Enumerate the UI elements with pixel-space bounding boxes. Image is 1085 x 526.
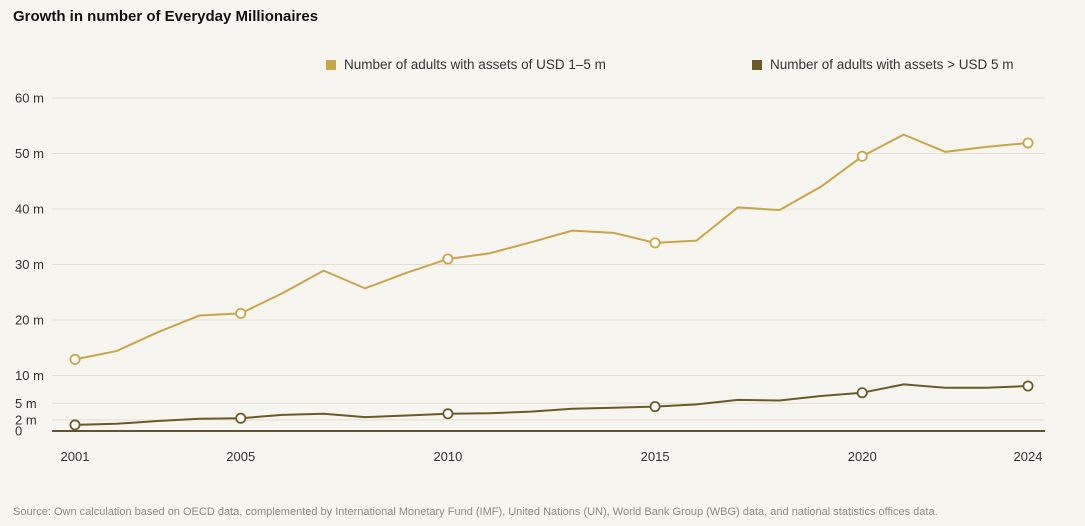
y-tick-label: 5 m [15,396,37,411]
series-2-point [442,408,454,420]
x-tick-label: 2015 [641,449,670,464]
series-1-point [649,237,661,249]
y-tick-label: 10 m [15,368,44,383]
x-tick-label: 2020 [848,449,877,464]
x-tick-label: 2005 [226,449,255,464]
y-tick-label: 40 m [15,202,44,217]
legend-item-series-1: Number of adults with assets of USD 1–5 … [326,57,606,72]
source-note: Source: Own calculation based on OECD da… [13,506,938,518]
series-1-point [856,150,868,162]
legend-label-series-1: Number of adults with assets of USD 1–5 … [344,57,606,72]
y-tick-label: 30 m [15,257,44,272]
legend-swatch-series-1 [326,59,336,70]
y-tick-label: 20 m [15,313,44,328]
series-2-point [649,401,661,413]
series-line-2 [74,383,1029,426]
x-tick-label: 2010 [433,449,462,464]
x-tick-label: 2001 [61,449,90,464]
series-1-point [1022,137,1034,149]
y-tick-label: 2 m [15,412,37,427]
y-tick-label: 60 m [15,91,44,106]
series-2-point [1022,380,1034,392]
x-tick-label: 2024 [1014,449,1043,464]
legend-item-series-2: Number of adults with assets > USD 5 m [752,57,1013,72]
y-tick-label: 50 m [15,146,44,161]
series-2-point [856,387,868,399]
chart-title: Growth in number of Everyday Millionaire… [13,8,319,25]
legend-swatch-series-2 [752,59,762,70]
series-1-point [69,353,81,365]
series-line-1 [74,133,1029,361]
series-2-point [69,419,81,431]
series-2-point [235,412,247,424]
series-1-point [442,253,454,265]
series-1-point [235,307,247,319]
y-tick-label: 0 [15,424,22,439]
legend-label-series-2: Number of adults with assets > USD 5 m [770,57,1014,72]
